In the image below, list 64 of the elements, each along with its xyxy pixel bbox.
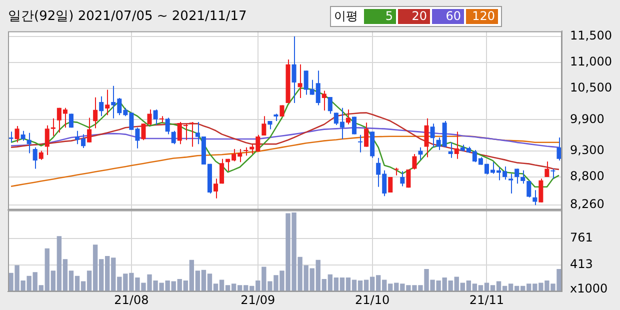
candlestick bbox=[454, 131, 459, 160]
candlestick bbox=[388, 176, 393, 192]
y-tick-label: 761 bbox=[570, 230, 593, 245]
candlestick bbox=[556, 137, 562, 162]
candlestick bbox=[280, 104, 284, 117]
candlestick bbox=[220, 158, 224, 184]
text: 5 bbox=[364, 9, 396, 24]
text: 120 bbox=[466, 9, 498, 24]
candlestick bbox=[448, 142, 453, 158]
candlestick bbox=[412, 153, 417, 170]
candlestick bbox=[20, 130, 26, 142]
candlestick bbox=[38, 150, 44, 160]
candlestick bbox=[262, 116, 266, 136]
text: 60 bbox=[432, 9, 464, 24]
candlestick bbox=[153, 109, 158, 126]
candlestick bbox=[14, 125, 20, 143]
candlestick bbox=[526, 180, 532, 198]
y-tick-label: 11,000 bbox=[570, 54, 612, 69]
candlestick bbox=[430, 123, 435, 148]
candlestick bbox=[328, 96, 332, 114]
text: 20 bbox=[398, 9, 430, 24]
candlestick bbox=[358, 134, 363, 153]
y-axis-title: x1000 bbox=[570, 282, 608, 296]
candlestick bbox=[298, 64, 302, 99]
candlestick bbox=[550, 168, 556, 180]
x-tick-label: 21/09 bbox=[240, 292, 276, 307]
candlestick bbox=[165, 117, 170, 135]
y-tick-label: 10,500 bbox=[570, 80, 612, 95]
legend-title: 이평 bbox=[334, 8, 358, 25]
candlestick bbox=[189, 122, 194, 148]
y-tick-label: 8,260 bbox=[570, 197, 604, 212]
candlestick bbox=[213, 178, 218, 199]
y-tick-label: 9,900 bbox=[570, 112, 604, 126]
x-tick-label: 21/10 bbox=[355, 292, 390, 307]
candlestick bbox=[8, 131, 14, 143]
candlestick bbox=[147, 109, 152, 126]
candlestick bbox=[418, 146, 423, 160]
candlestick bbox=[171, 130, 176, 145]
x-tick-label: 21/11 bbox=[469, 292, 504, 307]
candlestick bbox=[99, 96, 104, 117]
candlestick bbox=[400, 170, 405, 187]
candlestick bbox=[364, 122, 369, 148]
candlestick bbox=[105, 89, 110, 116]
candlestick bbox=[93, 96, 98, 129]
candlestick bbox=[544, 161, 550, 178]
candlestick bbox=[322, 90, 326, 112]
candlestick bbox=[514, 168, 520, 184]
candlestick bbox=[346, 109, 350, 125]
candlestick bbox=[538, 178, 544, 203]
x-tick-label: 21/08 bbox=[114, 292, 149, 307]
y-tick-label: 413 bbox=[570, 257, 593, 272]
chart-title: 일간(92일) 2021/07/05 ~ 2021/11/17 bbox=[8, 8, 247, 25]
candlestick bbox=[292, 36, 296, 104]
y-tick-label: 8,800 bbox=[570, 169, 604, 184]
candlestick bbox=[508, 173, 514, 194]
y-tick-label: 9,300 bbox=[570, 143, 604, 158]
candlestick bbox=[532, 190, 538, 206]
candlestick bbox=[32, 146, 38, 170]
candlestick bbox=[424, 118, 429, 158]
candlestick bbox=[26, 132, 32, 154]
y-tick-label: 11,500 bbox=[570, 28, 612, 43]
candlestick bbox=[141, 123, 146, 141]
candlestick bbox=[87, 117, 92, 143]
candlestick bbox=[520, 170, 526, 184]
